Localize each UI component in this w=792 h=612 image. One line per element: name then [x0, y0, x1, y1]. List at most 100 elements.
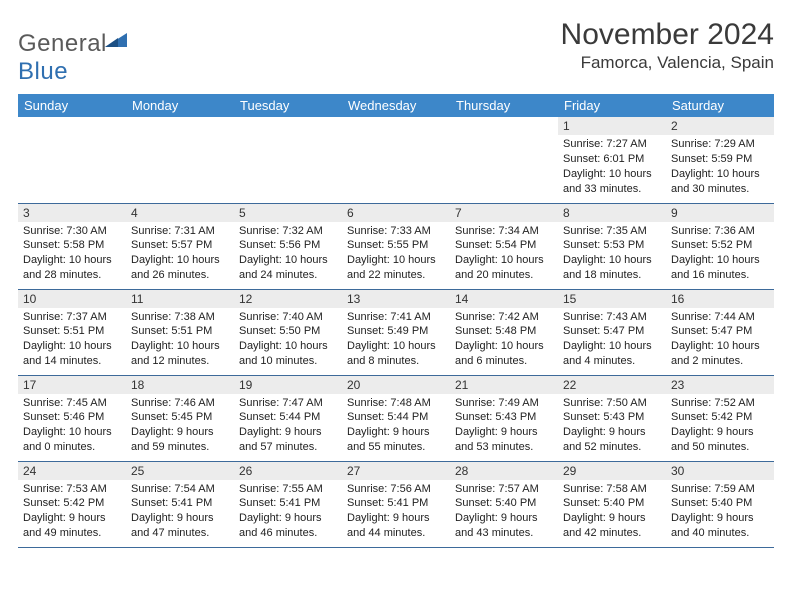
sunrise-text: Sunrise: 7:54 AM: [131, 482, 229, 497]
sunset-text: Sunset: 5:44 PM: [239, 410, 337, 425]
sunset-text: Sunset: 5:41 PM: [239, 496, 337, 511]
day-details: Sunrise: 7:57 AMSunset: 5:40 PMDaylight:…: [450, 480, 558, 545]
day-number: 5: [234, 204, 342, 222]
day-details: Sunrise: 7:35 AMSunset: 5:53 PMDaylight:…: [558, 222, 666, 287]
sunrise-text: Sunrise: 7:48 AM: [347, 396, 445, 411]
daylight-text: Daylight: 9 hours and 40 minutes.: [671, 511, 769, 541]
daylight-text: Daylight: 9 hours and 47 minutes.: [131, 511, 229, 541]
sunrise-text: Sunrise: 7:45 AM: [23, 396, 121, 411]
sunset-text: Sunset: 5:57 PM: [131, 238, 229, 253]
day-number: 22: [558, 376, 666, 394]
day-details: Sunrise: 7:54 AMSunset: 5:41 PMDaylight:…: [126, 480, 234, 545]
calendar-day-cell: 3Sunrise: 7:30 AMSunset: 5:58 PMDaylight…: [18, 203, 126, 289]
daylight-text: Daylight: 10 hours and 10 minutes.: [239, 339, 337, 369]
sunrise-text: Sunrise: 7:59 AM: [671, 482, 769, 497]
daylight-text: Daylight: 9 hours and 44 minutes.: [347, 511, 445, 541]
brand-part1: General: [18, 30, 107, 57]
calendar-day-cell: 12Sunrise: 7:40 AMSunset: 5:50 PMDayligh…: [234, 289, 342, 375]
brand-triangle-icon: [105, 30, 127, 50]
day-number: 7: [450, 204, 558, 222]
daylight-text: Daylight: 10 hours and 18 minutes.: [563, 253, 661, 283]
sunset-text: Sunset: 5:50 PM: [239, 324, 337, 339]
day-number: [342, 117, 450, 135]
sunset-text: Sunset: 5:55 PM: [347, 238, 445, 253]
sunrise-text: Sunrise: 7:41 AM: [347, 310, 445, 325]
weekday-header: Tuesday: [234, 94, 342, 117]
calendar-day-cell: 29Sunrise: 7:58 AMSunset: 5:40 PMDayligh…: [558, 461, 666, 547]
sunrise-text: Sunrise: 7:33 AM: [347, 224, 445, 239]
day-details: Sunrise: 7:45 AMSunset: 5:46 PMDaylight:…: [18, 394, 126, 459]
day-number: 4: [126, 204, 234, 222]
sunset-text: Sunset: 5:52 PM: [671, 238, 769, 253]
calendar-day-cell: 28Sunrise: 7:57 AMSunset: 5:40 PMDayligh…: [450, 461, 558, 547]
daylight-text: Daylight: 9 hours and 50 minutes.: [671, 425, 769, 455]
calendar-day-cell: 13Sunrise: 7:41 AMSunset: 5:49 PMDayligh…: [342, 289, 450, 375]
daylight-text: Daylight: 10 hours and 12 minutes.: [131, 339, 229, 369]
calendar-day-cell: 16Sunrise: 7:44 AMSunset: 5:47 PMDayligh…: [666, 289, 774, 375]
sunset-text: Sunset: 5:51 PM: [23, 324, 121, 339]
sunset-text: Sunset: 5:43 PM: [563, 410, 661, 425]
calendar-day-cell: 8Sunrise: 7:35 AMSunset: 5:53 PMDaylight…: [558, 203, 666, 289]
sunset-text: Sunset: 5:43 PM: [455, 410, 553, 425]
day-details: Sunrise: 7:31 AMSunset: 5:57 PMDaylight:…: [126, 222, 234, 287]
sunset-text: Sunset: 5:58 PM: [23, 238, 121, 253]
day-number: 24: [18, 462, 126, 480]
calendar-page: General Blue November 2024 Famorca, Vale…: [0, 0, 792, 612]
day-details: Sunrise: 7:56 AMSunset: 5:41 PMDaylight:…: [342, 480, 450, 545]
sunset-text: Sunset: 6:01 PM: [563, 152, 661, 167]
sunrise-text: Sunrise: 7:55 AM: [239, 482, 337, 497]
weekday-header: Friday: [558, 94, 666, 117]
calendar-week-row: 1Sunrise: 7:27 AMSunset: 6:01 PMDaylight…: [18, 117, 774, 203]
day-details: Sunrise: 7:43 AMSunset: 5:47 PMDaylight:…: [558, 308, 666, 373]
day-details: Sunrise: 7:27 AMSunset: 6:01 PMDaylight:…: [558, 135, 666, 200]
sunrise-text: Sunrise: 7:57 AM: [455, 482, 553, 497]
location-text: Famorca, Valencia, Spain: [561, 53, 774, 73]
weekday-header: Saturday: [666, 94, 774, 117]
day-details: Sunrise: 7:38 AMSunset: 5:51 PMDaylight:…: [126, 308, 234, 373]
sunset-text: Sunset: 5:47 PM: [671, 324, 769, 339]
day-details: Sunrise: 7:41 AMSunset: 5:49 PMDaylight:…: [342, 308, 450, 373]
day-details: Sunrise: 7:30 AMSunset: 5:58 PMDaylight:…: [18, 222, 126, 287]
day-details: Sunrise: 7:53 AMSunset: 5:42 PMDaylight:…: [18, 480, 126, 545]
day-details: Sunrise: 7:50 AMSunset: 5:43 PMDaylight:…: [558, 394, 666, 459]
day-number: 14: [450, 290, 558, 308]
day-number: [126, 117, 234, 135]
sunrise-text: Sunrise: 7:31 AM: [131, 224, 229, 239]
day-number: 2: [666, 117, 774, 135]
sunrise-text: Sunrise: 7:37 AM: [23, 310, 121, 325]
calendar-day-cell: 6Sunrise: 7:33 AMSunset: 5:55 PMDaylight…: [342, 203, 450, 289]
title-block: November 2024 Famorca, Valencia, Spain: [561, 18, 774, 73]
sunset-text: Sunset: 5:40 PM: [455, 496, 553, 511]
sunrise-text: Sunrise: 7:52 AM: [671, 396, 769, 411]
calendar-day-cell: 1Sunrise: 7:27 AMSunset: 6:01 PMDaylight…: [558, 117, 666, 203]
weekday-header: Wednesday: [342, 94, 450, 117]
sunset-text: Sunset: 5:53 PM: [563, 238, 661, 253]
daylight-text: Daylight: 10 hours and 2 minutes.: [671, 339, 769, 369]
day-number: 8: [558, 204, 666, 222]
sunrise-text: Sunrise: 7:40 AM: [239, 310, 337, 325]
sunset-text: Sunset: 5:41 PM: [131, 496, 229, 511]
day-details: Sunrise: 7:29 AMSunset: 5:59 PMDaylight:…: [666, 135, 774, 200]
day-number: [18, 117, 126, 135]
daylight-text: Daylight: 9 hours and 57 minutes.: [239, 425, 337, 455]
day-number: 1: [558, 117, 666, 135]
daylight-text: Daylight: 10 hours and 30 minutes.: [671, 167, 769, 197]
sunset-text: Sunset: 5:54 PM: [455, 238, 553, 253]
day-details: Sunrise: 7:36 AMSunset: 5:52 PMDaylight:…: [666, 222, 774, 287]
weekday-header: Thursday: [450, 94, 558, 117]
sunrise-text: Sunrise: 7:29 AM: [671, 137, 769, 152]
day-details: Sunrise: 7:33 AMSunset: 5:55 PMDaylight:…: [342, 222, 450, 287]
day-number: 23: [666, 376, 774, 394]
daylight-text: Daylight: 9 hours and 46 minutes.: [239, 511, 337, 541]
sunrise-text: Sunrise: 7:30 AM: [23, 224, 121, 239]
calendar-week-row: 3Sunrise: 7:30 AMSunset: 5:58 PMDaylight…: [18, 203, 774, 289]
daylight-text: Daylight: 10 hours and 16 minutes.: [671, 253, 769, 283]
day-number: 25: [126, 462, 234, 480]
sunset-text: Sunset: 5:56 PM: [239, 238, 337, 253]
sunset-text: Sunset: 5:42 PM: [23, 496, 121, 511]
sunrise-text: Sunrise: 7:38 AM: [131, 310, 229, 325]
sunrise-text: Sunrise: 7:46 AM: [131, 396, 229, 411]
day-details: Sunrise: 7:34 AMSunset: 5:54 PMDaylight:…: [450, 222, 558, 287]
header: General Blue November 2024 Famorca, Vale…: [18, 18, 774, 86]
calendar-day-cell: 11Sunrise: 7:38 AMSunset: 5:51 PMDayligh…: [126, 289, 234, 375]
